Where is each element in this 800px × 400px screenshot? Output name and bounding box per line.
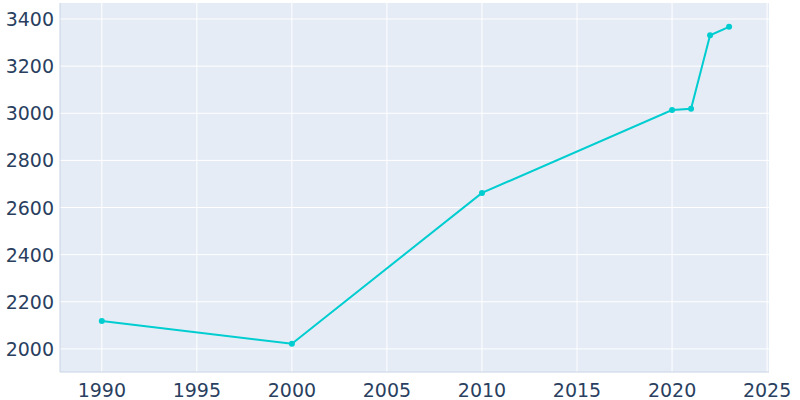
y-axis-line — [60, 3, 61, 372]
point — [707, 32, 713, 38]
x-tick-label: 2010 — [458, 379, 506, 400]
plot-background — [60, 3, 769, 372]
x-tick-label: 2020 — [648, 379, 696, 400]
y-tick-label: 2000 — [6, 338, 54, 360]
x-tick-label: 2015 — [553, 379, 601, 400]
point — [479, 190, 485, 196]
y-grid-line — [60, 254, 769, 255]
point — [99, 318, 105, 324]
y-grid-line — [60, 207, 769, 208]
y-grid-line — [60, 301, 769, 302]
x-tick-label: 2025 — [743, 379, 791, 400]
y-tick-label: 2800 — [6, 149, 54, 171]
x-grid-line — [386, 3, 387, 372]
y-tick-label: 2600 — [6, 197, 54, 219]
x-grid-line — [481, 3, 482, 372]
x-grid-line — [767, 3, 768, 372]
x-grid-line — [291, 3, 292, 372]
y-tick-label: 3200 — [6, 55, 54, 77]
y-grid-line — [60, 348, 769, 349]
y-grid-line — [60, 160, 769, 161]
y-grid-line — [60, 19, 769, 20]
y-tick-label: 2200 — [6, 291, 54, 313]
data-group — [99, 24, 732, 347]
x-tick-label: 2005 — [363, 379, 411, 400]
x-grid-line — [101, 3, 102, 372]
x-grid-line — [577, 3, 578, 372]
point — [289, 341, 295, 347]
x-tick-label: 1995 — [173, 379, 221, 400]
y-tick-label: 3000 — [6, 102, 54, 124]
y-tick-label: 2400 — [6, 244, 54, 266]
point — [688, 106, 694, 112]
x-grid-line — [196, 3, 197, 372]
x-grid-line — [672, 3, 673, 372]
point — [726, 24, 732, 30]
y-grid-line — [60, 66, 769, 67]
x-tick-label: 2000 — [268, 379, 316, 400]
x-tick-label: 1990 — [78, 379, 126, 400]
point — [669, 107, 675, 113]
x-axis-line — [60, 372, 769, 373]
y-tick-label: 3400 — [6, 8, 54, 30]
line — [102, 27, 729, 344]
chart: 2000 2200 2400 2600 2800 3000 3200 3400 1990 1995… — [0, 0, 800, 400]
